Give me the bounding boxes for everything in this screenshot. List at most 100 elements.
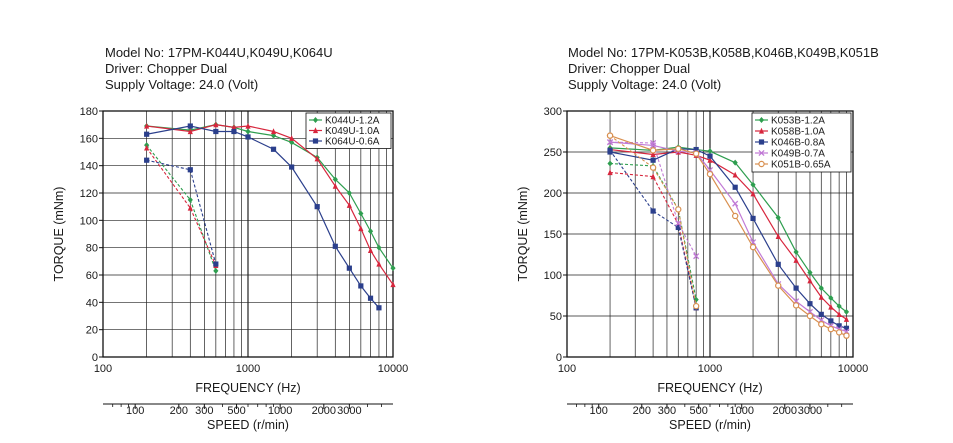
data-point [367,295,374,301]
data-point [793,249,799,256]
pull-in-curve [609,171,697,308]
data-point [650,208,656,214]
x-axis-label: FREQUENCY (Hz) [195,381,300,395]
x-tick-label: 100 [94,363,112,375]
data-point [376,244,382,251]
chart-2: Model No: 17PM-K053B,K058B,K046B,K049B,K… [516,45,879,432]
data-point [650,139,657,147]
legend: K053B-1.2AK058B-1.0AK046B-0.8AK049B-0.7A… [751,112,852,173]
data-point [213,267,219,274]
series-k046b-0-8a [607,146,850,331]
legend-marker [758,127,765,134]
data-point [706,170,714,178]
grid [103,111,393,357]
data-point [731,212,739,220]
data-point [749,243,757,251]
data-point [606,139,614,146]
y-tick-label: 250 [544,147,562,159]
pull-out-curve [609,148,847,320]
data-point [390,265,396,272]
data-point [187,123,193,129]
speed-tick-label: 1000 [268,405,292,417]
pull-out-curve [146,125,380,309]
data-point [675,206,682,213]
pull-out-curve [146,124,394,285]
data-point [607,169,613,176]
speed-tick-label: 300 [658,405,676,417]
speed-tick-label: 500 [227,405,245,417]
data-point [144,144,150,151]
data-point [358,225,364,232]
header-line: Driver: Chopper Dual [105,61,227,76]
speed-tick-label: 3000 [337,405,361,417]
header-line: Model No: 17PM-K053B,K058B,K046B,K049B,K… [568,45,879,60]
data-point [675,145,682,152]
data-point [332,182,338,189]
legend-marker [758,117,765,123]
y-tick-label: 20 [86,325,98,337]
data-point [692,150,700,157]
data-point [843,316,850,322]
series-k049u-1-0a [144,121,396,288]
pull-in-curve [146,144,217,272]
data-point [245,122,251,129]
y-tick-label: 100 [80,215,98,227]
data-point [144,157,150,163]
data-point [807,269,813,276]
data-point [231,128,237,135]
speed-axis-label: SPEED (r/min) [669,418,751,432]
y-tick-label: 160 [80,133,98,145]
data-point [270,132,277,139]
data-point [245,128,251,135]
y-tick-label: 60 [86,270,98,282]
data-point [289,164,295,170]
y-axis-label: TORQUE (mNm) [516,187,530,282]
data-point [213,128,219,135]
data-point [187,128,193,135]
x-tick-label: 100 [558,363,576,375]
data-point [707,153,713,159]
data-point [289,135,295,141]
data-point [792,302,800,309]
plot-frame [102,110,394,358]
pull-in-curve [609,135,697,307]
data-point [732,171,738,178]
data-point [650,142,657,149]
data-point [187,167,193,173]
data-point [732,159,738,166]
data-point [358,283,364,289]
header-line: Driver: Chopper Dual [568,61,690,76]
data-point [270,146,277,152]
data-point [376,305,382,311]
speed-tick-label: 200 [633,405,651,417]
data-point [818,285,824,292]
pull-in-curve [609,150,697,308]
data-point [606,132,614,139]
data-point [187,196,193,203]
x-tick-label: 10000 [838,363,869,375]
pull-in-curve [146,159,217,265]
data-point [390,281,396,288]
data-point [707,157,713,163]
data-point [213,121,219,128]
data-point [332,243,338,249]
y-tick-label: 40 [86,297,98,309]
y-tick-label: 0 [92,352,98,364]
data-point [828,318,834,324]
legend-label: K053B-1.2A [771,116,825,127]
data-point [750,190,756,197]
y-tick-label: 180 [80,106,98,118]
data-point [835,329,843,336]
data-point [650,173,656,180]
data-point [828,303,834,310]
data-point [828,294,834,301]
header-line: Model No: 17PM-K044U,K049U,K064U [105,45,333,60]
legend-label: K044U-1.2A [325,116,380,127]
y-tick-label: 80 [86,243,98,255]
series-k051b-0-65a [606,132,850,339]
speed-tick-label: 100 [590,405,608,417]
data-point [675,220,682,227]
data-point [675,224,681,231]
data-point [836,311,842,317]
data-point [346,202,352,208]
